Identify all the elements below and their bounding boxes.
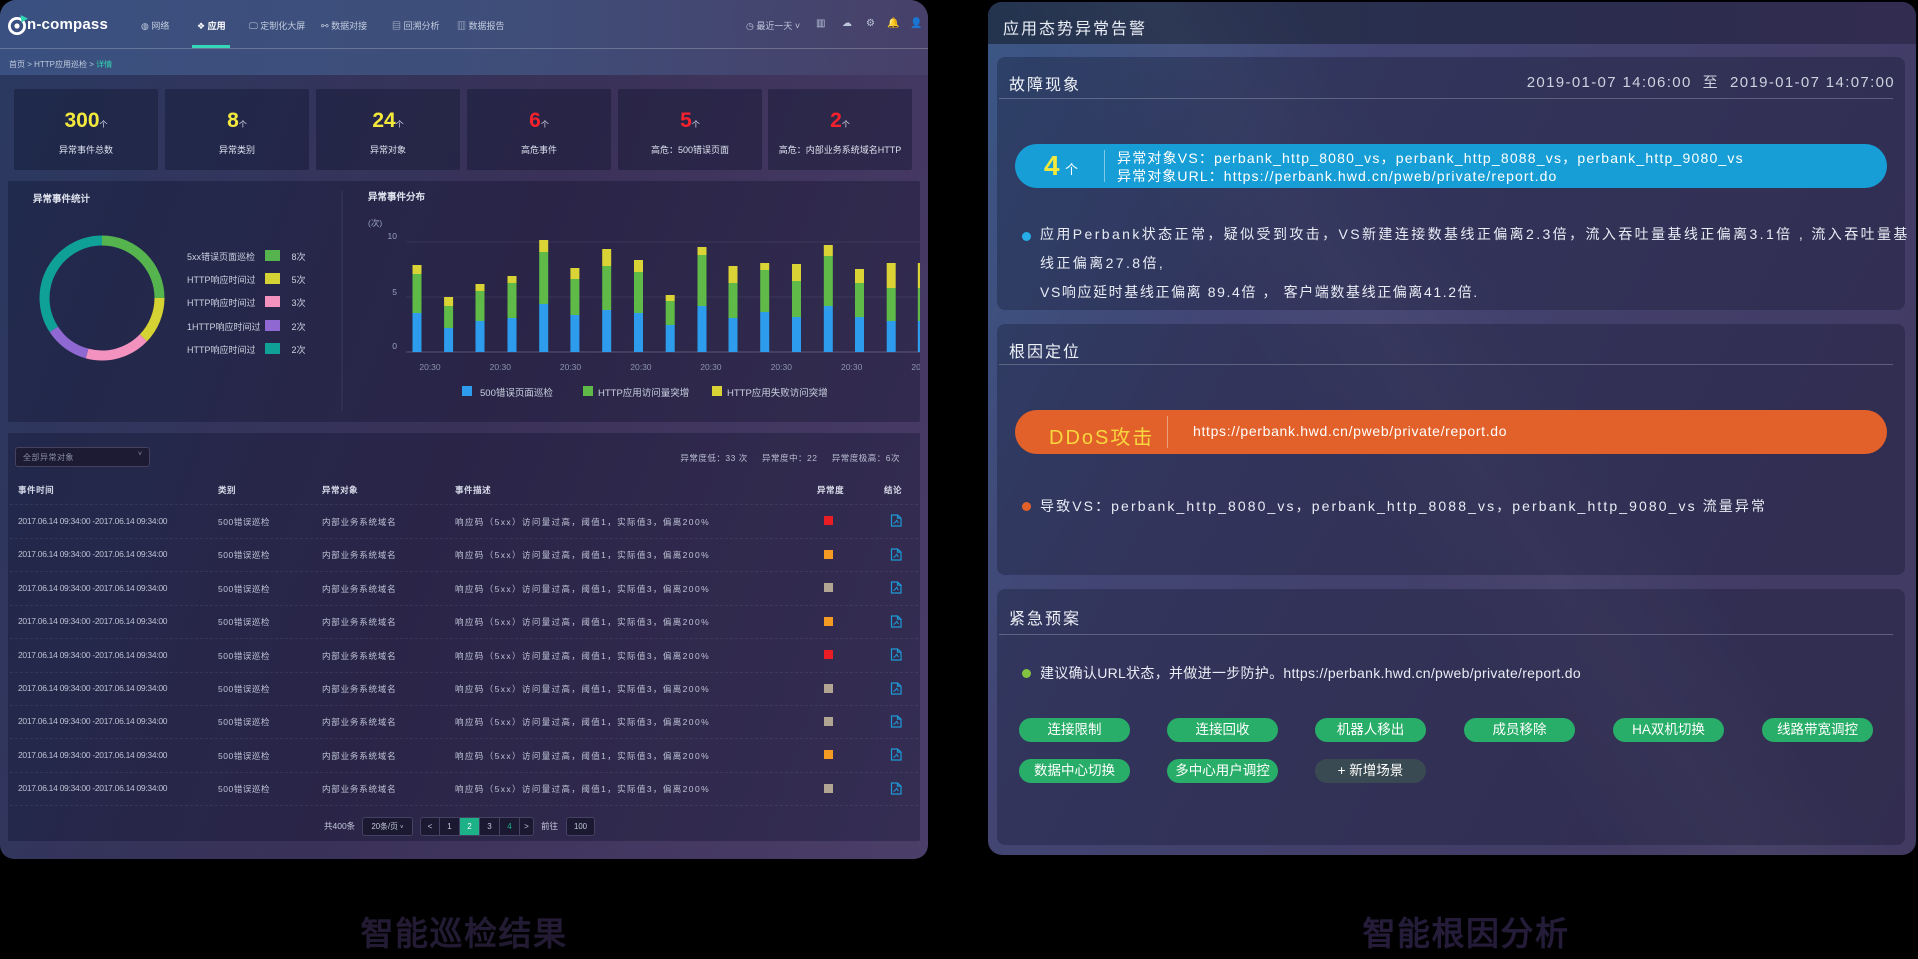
svg-text:20:30: 20:30 (419, 362, 441, 372)
svg-text:20:30: 20:30 (911, 362, 920, 372)
svg-text:(次): (次) (368, 218, 382, 228)
svg-text:0: 0 (392, 341, 397, 351)
svg-text:20:30: 20:30 (700, 362, 722, 372)
svg-text:20:30: 20:30 (560, 362, 582, 372)
svg-text:5: 5 (392, 287, 397, 297)
svg-text:10: 10 (388, 231, 398, 241)
svg-text:20:30: 20:30 (841, 362, 863, 372)
svg-text:20:30: 20:30 (771, 362, 793, 372)
svg-text:20:30: 20:30 (490, 362, 512, 372)
svg-text:20:30: 20:30 (630, 362, 652, 372)
